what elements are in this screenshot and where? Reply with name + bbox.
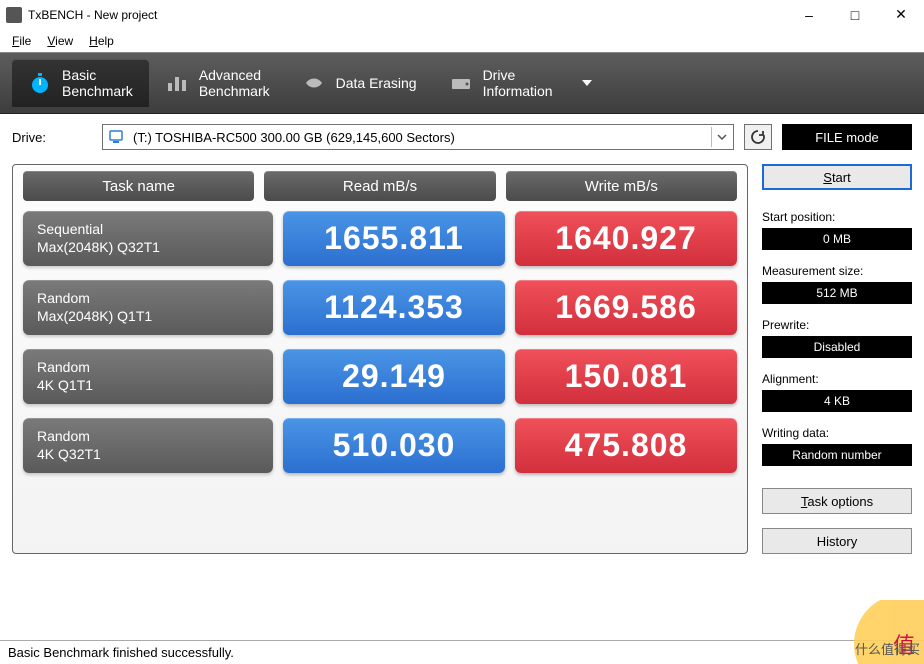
- erase-icon: [302, 71, 326, 95]
- bars-icon: [165, 71, 189, 95]
- file-mode-button[interactable]: FILE mode: [782, 124, 912, 150]
- tab-label-l1: Advanced: [199, 67, 270, 83]
- tab-basic-benchmark[interactable]: Basic Benchmark: [12, 59, 149, 107]
- writing-data-label: Writing data:: [762, 426, 912, 440]
- tab-strip: Basic Benchmark Advanced Benchmark Data …: [0, 52, 924, 114]
- prewrite-value[interactable]: Disabled: [762, 336, 912, 358]
- task-name[interactable]: Sequential Max(2048K) Q32T1: [23, 211, 273, 266]
- task-options-button[interactable]: Task options: [762, 488, 912, 514]
- measurement-size-label: Measurement size:: [762, 264, 912, 278]
- tab-label-l1: Drive: [483, 67, 553, 83]
- write-value: 150.081: [515, 349, 737, 404]
- tab-label-l2: Benchmark: [199, 83, 270, 99]
- alignment-value[interactable]: 4 KB: [762, 390, 912, 412]
- drive-row: Drive: (T:) TOSHIBA-RC500 300.00 GB (629…: [12, 124, 912, 150]
- menu-bar: File View Help: [0, 30, 924, 52]
- close-button[interactable]: ✕: [878, 0, 924, 30]
- result-row: Random Max(2048K) Q1T1 1124.353 1669.586: [23, 280, 737, 335]
- write-value: 1640.927: [515, 211, 737, 266]
- status-bar: Basic Benchmark finished successfully.: [0, 640, 924, 664]
- tab-overflow-button[interactable]: [577, 73, 597, 93]
- refresh-button[interactable]: [744, 124, 772, 150]
- start-position-label: Start position:: [762, 210, 912, 224]
- task-name-l2: 4K Q32T1: [37, 446, 259, 464]
- writing-data-value[interactable]: Random number: [762, 444, 912, 466]
- title-bar: TxBENCH - New project – □ ✕: [0, 0, 924, 30]
- header-task: Task name: [23, 171, 254, 201]
- task-name[interactable]: Random 4K Q32T1: [23, 418, 273, 473]
- drive-monitor-icon: [109, 130, 127, 144]
- chevron-down-icon: [711, 127, 731, 147]
- result-row: Random 4K Q32T1 510.030 475.808: [23, 418, 737, 473]
- result-row: Random 4K Q1T1 29.149 150.081: [23, 349, 737, 404]
- result-row: Sequential Max(2048K) Q32T1 1655.811 164…: [23, 211, 737, 266]
- tab-drive-information[interactable]: Drive Information: [433, 59, 569, 107]
- alignment-label: Alignment:: [762, 372, 912, 386]
- task-name-l1: Sequential: [37, 221, 259, 239]
- read-value: 1655.811: [283, 211, 505, 266]
- menu-file[interactable]: File: [4, 32, 39, 50]
- task-name-l2: Max(2048K) Q32T1: [37, 239, 259, 257]
- app-icon: [6, 7, 22, 23]
- task-name-l1: Random: [37, 428, 259, 446]
- read-value: 29.149: [283, 349, 505, 404]
- task-name-l2: 4K Q1T1: [37, 377, 259, 395]
- drive-select[interactable]: (T:) TOSHIBA-RC500 300.00 GB (629,145,60…: [102, 124, 734, 150]
- measurement-size-value[interactable]: 512 MB: [762, 282, 912, 304]
- content-area: Drive: (T:) TOSHIBA-RC500 300.00 GB (629…: [0, 114, 924, 554]
- write-value: 475.808: [515, 418, 737, 473]
- tab-label-l1: Basic: [62, 67, 133, 83]
- task-name[interactable]: Random 4K Q1T1: [23, 349, 273, 404]
- task-name-l1: Random: [37, 290, 259, 308]
- sidebar: Start Start position: 0 MB Measurement s…: [762, 164, 912, 554]
- window-controls: – □ ✕: [786, 0, 924, 30]
- results-panel: Task name Read mB/s Write mB/s Sequentia…: [12, 164, 748, 554]
- drive-icon: [449, 71, 473, 95]
- task-name-l1: Random: [37, 359, 259, 377]
- stopwatch-icon: [28, 71, 52, 95]
- task-name[interactable]: Random Max(2048K) Q1T1: [23, 280, 273, 335]
- start-button[interactable]: Start: [762, 164, 912, 190]
- history-button[interactable]: History: [762, 528, 912, 554]
- header-row: Task name Read mB/s Write mB/s: [23, 171, 737, 201]
- read-value: 510.030: [283, 418, 505, 473]
- tab-data-erasing[interactable]: Data Erasing: [286, 63, 433, 103]
- tab-label-l1: Data Erasing: [336, 75, 417, 91]
- start-position-value[interactable]: 0 MB: [762, 228, 912, 250]
- header-write: Write mB/s: [506, 171, 737, 201]
- tab-advanced-benchmark[interactable]: Advanced Benchmark: [149, 59, 286, 107]
- tab-label-l2: Benchmark: [62, 83, 133, 99]
- main-grid: Task name Read mB/s Write mB/s Sequentia…: [12, 164, 912, 554]
- menu-help[interactable]: Help: [81, 32, 122, 50]
- drive-label: Drive:: [12, 130, 92, 145]
- maximize-button[interactable]: □: [832, 0, 878, 30]
- drive-selected-text: (T:) TOSHIBA-RC500 300.00 GB (629,145,60…: [133, 130, 455, 145]
- header-read: Read mB/s: [264, 171, 495, 201]
- window-title: TxBENCH - New project: [28, 8, 786, 22]
- write-value: 1669.586: [515, 280, 737, 335]
- prewrite-label: Prewrite:: [762, 318, 912, 332]
- status-text: Basic Benchmark finished successfully.: [8, 645, 234, 660]
- menu-view[interactable]: View: [39, 32, 81, 50]
- task-name-l2: Max(2048K) Q1T1: [37, 308, 259, 326]
- tab-label-l2: Information: [483, 83, 553, 99]
- minimize-button[interactable]: –: [786, 0, 832, 30]
- read-value: 1124.353: [283, 280, 505, 335]
